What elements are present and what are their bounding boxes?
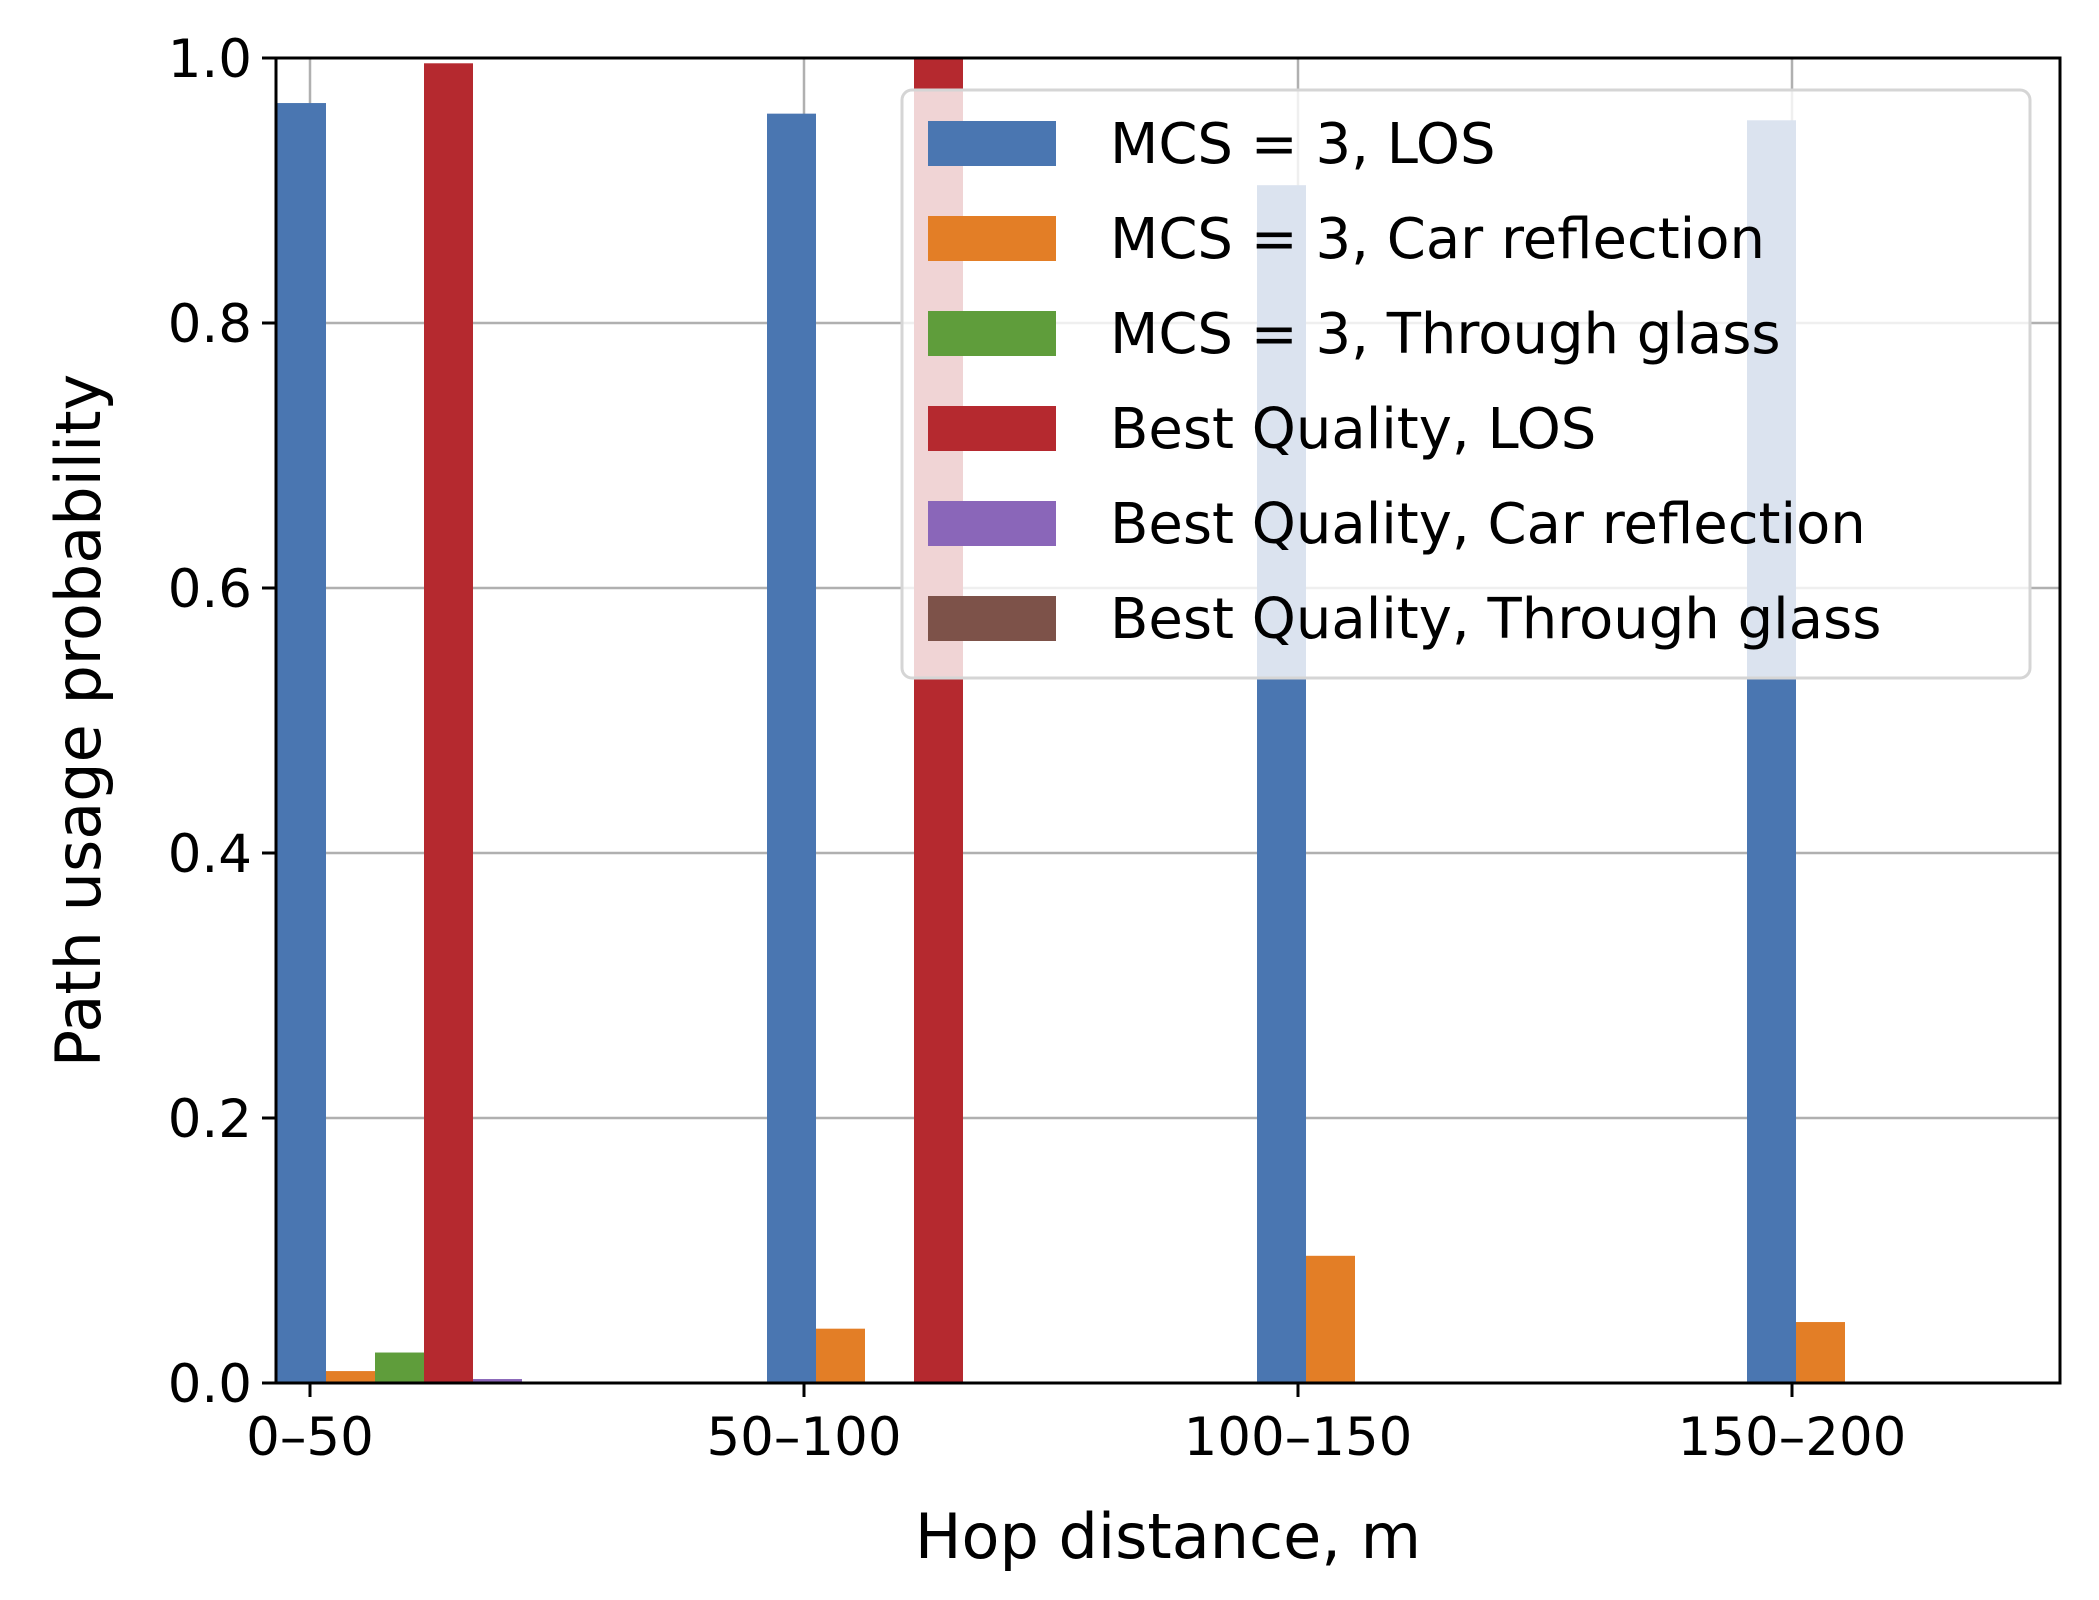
legend-box [900, 88, 2032, 680]
bar [326, 1371, 375, 1383]
legend-swatch [928, 216, 1056, 261]
legend-entry: MCS = 3, LOS [1110, 112, 1496, 177]
bar [375, 1352, 424, 1383]
bar [767, 113, 816, 1383]
legend-swatch [928, 596, 1056, 641]
legend-entry: MCS = 3, Car reflection [1110, 207, 1765, 272]
y-tick-label: 0.4 [168, 824, 252, 885]
y-tick-label: 0.6 [168, 559, 252, 620]
y-tick-label: 0.2 [168, 1089, 252, 1150]
y-tick-label: 0.0 [168, 1354, 252, 1415]
bar [473, 1379, 522, 1383]
x-tick-label: 0–50 [246, 1407, 374, 1468]
x-axis-label: Hop distance, m [915, 1500, 1421, 1573]
legend-entry: Best Quality, LOS [1110, 397, 1596, 462]
y-tick-label: 1.0 [168, 29, 252, 90]
bar [1796, 1322, 1845, 1383]
legend-swatch [928, 406, 1056, 451]
legend-swatch [928, 121, 1056, 166]
x-tick-label: 100–150 [1184, 1407, 1413, 1468]
plot-frame [274, 56, 2062, 1385]
bar [1306, 1255, 1355, 1383]
bars [277, 58, 1845, 1384]
legend-entry: Best Quality, Car reflection [1110, 492, 1866, 557]
x-tick-label: 50–100 [706, 1407, 901, 1468]
legend-swatch [928, 311, 1056, 356]
bar [424, 63, 473, 1383]
y-tick-label: 0.8 [168, 294, 252, 355]
bar [277, 103, 326, 1383]
legend-entry: Best Quality, Through glass [1110, 587, 1881, 652]
y-axis-label: Path usage probability [42, 374, 115, 1068]
legend-swatch [928, 501, 1056, 546]
axis-ticks: 0.0 0.2 0.4 0.6 0.8 1.0 0–50 50–100 100–150 150–2… [168, 29, 1907, 1468]
legend: MCS = 3, LOS MCS = 3, Car reflection MCS =… [900, 88, 2032, 680]
bar [816, 1328, 865, 1383]
legend-entry: MCS = 3, Through glass [1110, 302, 1781, 367]
x-tick-label: 150–200 [1678, 1407, 1907, 1468]
